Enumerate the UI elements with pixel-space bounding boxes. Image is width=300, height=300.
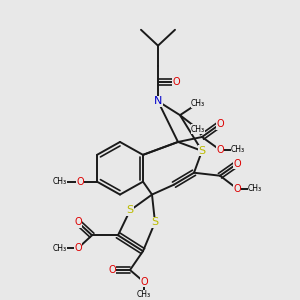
Text: CH₃: CH₃ <box>248 184 262 193</box>
Text: S: S <box>126 206 134 215</box>
Text: O: O <box>216 145 224 155</box>
Text: S: S <box>198 146 206 156</box>
Text: CH₃: CH₃ <box>231 146 245 154</box>
Text: N: N <box>154 96 162 106</box>
Text: O: O <box>76 177 84 187</box>
Text: O: O <box>233 184 241 194</box>
Text: CH₃: CH₃ <box>191 124 205 134</box>
Text: CH₃: CH₃ <box>53 244 67 253</box>
Text: O: O <box>216 119 224 129</box>
Text: O: O <box>74 243 82 253</box>
Text: O: O <box>172 77 180 87</box>
Text: S: S <box>152 218 159 227</box>
Text: CH₃: CH₃ <box>53 177 67 186</box>
Text: CH₃: CH₃ <box>137 290 151 299</box>
Text: O: O <box>108 265 116 275</box>
Text: O: O <box>74 218 82 227</box>
Text: CH₃: CH₃ <box>191 99 205 108</box>
Text: O: O <box>233 159 241 169</box>
Text: O: O <box>140 277 148 287</box>
